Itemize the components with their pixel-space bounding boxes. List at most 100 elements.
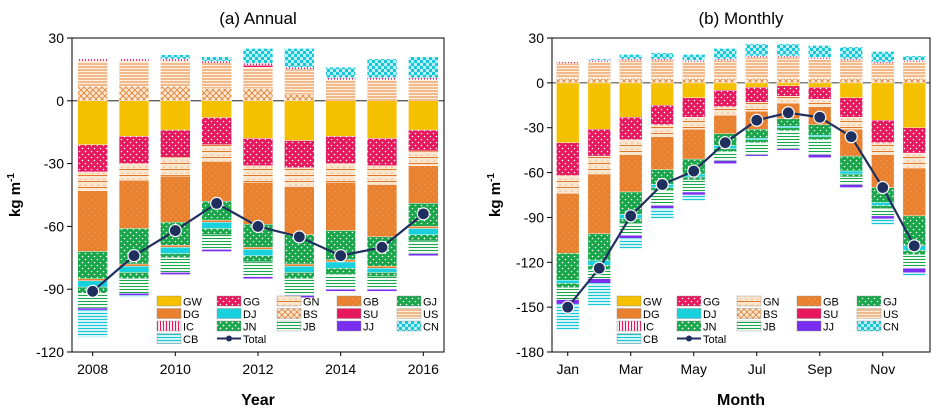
bar-segment-GN [839, 117, 863, 130]
legend-swatch-GB [796, 295, 822, 307]
bar-segment-US [776, 57, 800, 79]
bar-segment-GB [556, 193, 580, 254]
bar-segment-GJ [556, 253, 580, 281]
bar-segment-CB [118, 295, 150, 298]
bar-segment-DG [366, 265, 398, 269]
bar-segment-CB [902, 272, 926, 276]
bar-segment-JJ [366, 289, 398, 292]
bar-segment-JN [839, 173, 863, 178]
bar-segment-IC [776, 55, 800, 58]
bar-segment-BS [587, 78, 611, 84]
bar-segment-JJ [201, 249, 232, 252]
y-tick-label: -180 [516, 344, 544, 360]
bar-segment-US [839, 60, 863, 79]
legend-label: IC [643, 322, 654, 334]
bar-segment-GB [325, 182, 356, 231]
legend-label: JJ [823, 322, 834, 334]
y-tick-label: -90 [524, 209, 544, 225]
legend-swatch-BS [736, 308, 762, 319]
bar-segment-CB [871, 218, 895, 226]
bar-segment-GN [619, 139, 643, 155]
legend-label: GG [703, 297, 720, 309]
bar-segment-GW [77, 100, 108, 145]
total-point [251, 219, 265, 233]
total-line [566, 111, 916, 308]
total-point [750, 113, 764, 127]
panel-annual: (a) Annual 30 0 -30 -60 -90 -120 kg m-1 2008 2010… [6, 9, 445, 409]
bar-segment-GB [118, 180, 150, 229]
bar-segment-CN [366, 58, 398, 78]
bar-segment-US [408, 79, 439, 102]
bar-segment-GW [408, 100, 439, 131]
bar-segment-BS [201, 88, 232, 101]
legend-swatch-CN [856, 320, 882, 332]
bar-segment-JN [284, 272, 315, 279]
legend-label: JN [243, 322, 257, 334]
x-axis-label: Year [241, 392, 275, 409]
bar-segment-JB [871, 208, 895, 217]
bar-segment-JN [366, 272, 398, 277]
bar-segment-GG [160, 129, 191, 158]
bar-segment-BS [650, 78, 674, 84]
bar-segment-GB [201, 161, 232, 202]
bar-segment-CN [682, 54, 706, 61]
bar-segment-IC [650, 58, 674, 61]
total-point [813, 110, 827, 124]
legend-swatch-DG [616, 308, 642, 319]
total-point [86, 284, 100, 298]
bar-segment-GJ [839, 155, 863, 172]
bar-segment-GB [682, 129, 706, 160]
y-tick-label: 0 [536, 75, 544, 91]
bar-segment-IC [201, 60, 232, 64]
bar-segment-CB [587, 283, 611, 306]
bar-segment-US [619, 60, 643, 79]
bar-segment-GB [650, 136, 674, 170]
bar-segment-DJ [160, 247, 191, 254]
bar-segment-IC [77, 58, 108, 62]
bar-segment-CN [776, 43, 800, 57]
legend-label: Total [703, 334, 726, 346]
legend-label: GB [823, 297, 839, 309]
legend-swatch-SU [796, 308, 822, 319]
legend-swatch-US [856, 308, 882, 319]
bar-segment-JJ [408, 253, 439, 256]
bar-segment-GN [118, 163, 150, 181]
bar-segment-GN [587, 155, 611, 175]
legend-swatch-CN [396, 320, 422, 332]
bar-segment-US [713, 60, 737, 79]
bar-segment-GB [284, 186, 315, 235]
legend-label: GW [643, 297, 663, 309]
y-axis-label: kg m-1 [6, 173, 24, 217]
bar-segment-IC [284, 67, 315, 70]
bar-segment-GB [77, 190, 108, 252]
legend-swatch-GJ [396, 295, 422, 307]
legend-label: US [423, 309, 438, 321]
bar-segment-GG [776, 85, 800, 97]
bar-segment-GB [242, 182, 274, 225]
x-tick-label: 2014 [325, 361, 356, 377]
legend-label: CB [643, 334, 658, 346]
legend-swatch-GW [156, 295, 182, 307]
legend-marker-total [686, 335, 692, 342]
legend-label: DJ [703, 309, 716, 321]
bar-segment-BS [839, 78, 863, 84]
bar-segment-US [160, 60, 191, 87]
bar-segment-DJ [366, 268, 398, 273]
bar-segment-JB [408, 240, 439, 254]
y-tick-label: 0 [56, 93, 64, 109]
bar-segment-IC [587, 60, 611, 63]
bar-segment-GW [619, 82, 643, 118]
bar-segment-GB [587, 173, 611, 235]
total-point [781, 106, 795, 120]
bar-segment-IC [745, 55, 769, 58]
bar-segment-BS [682, 78, 706, 84]
legend-label: BS [303, 309, 318, 321]
bar-segment-GN [325, 163, 356, 183]
total-point [687, 164, 701, 178]
y-tick-label: -30 [524, 120, 544, 136]
y-axis-label-sup: -1 [486, 173, 497, 182]
bar-segment-CN [839, 46, 863, 60]
bar-segment-GW [366, 100, 398, 139]
bar-segment-CB [619, 238, 643, 250]
bar-segment-US [682, 61, 706, 79]
